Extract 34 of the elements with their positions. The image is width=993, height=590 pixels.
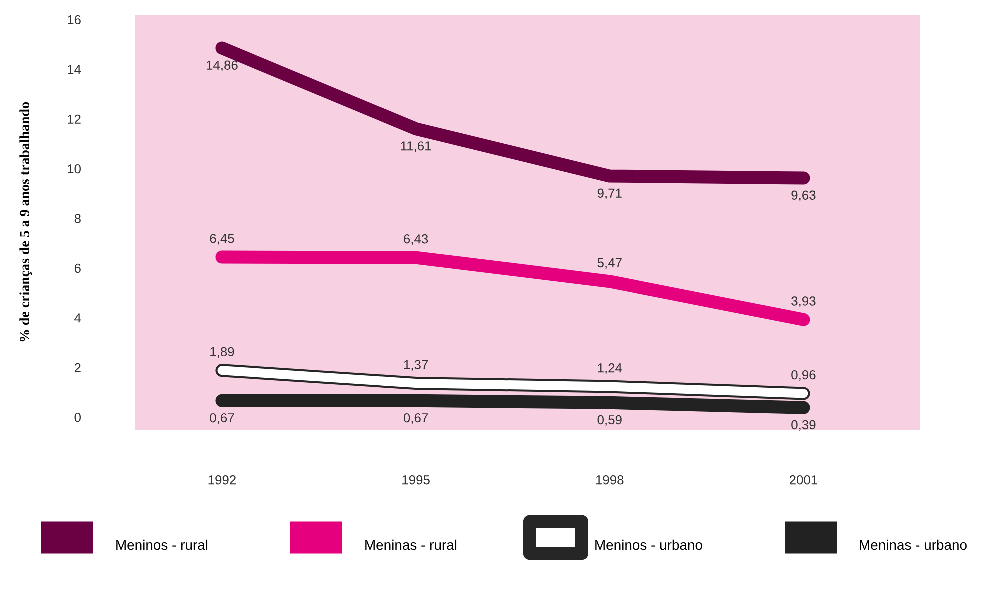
data-label: 1,24 [598, 364, 622, 374]
data-label: 14,86 [207, 60, 238, 72]
y-tick-label: 12 [68, 114, 81, 124]
data-label: 0,96 [792, 370, 816, 382]
data-label: 0,39 [792, 420, 816, 432]
y-tick-label: 2 [74, 363, 81, 372]
data-label: 1,89 [210, 347, 234, 358]
data-label: 9,63 [792, 190, 816, 202]
y-tick-label: 6 [74, 264, 81, 274]
x-tick-label: 1995 [402, 476, 430, 485]
x-tick-label: 1998 [596, 476, 624, 485]
legend-label: Meninos - rural [116, 540, 208, 550]
y-tick-label: 8 [74, 214, 81, 224]
legend-label: Meninas - rural [366, 540, 457, 550]
data-label: 9,71 [598, 188, 622, 200]
legend-label: Meninos - urbano [596, 540, 702, 550]
x-tick-label: 1992 [208, 476, 236, 485]
legend-label: Meninas - urbano [860, 540, 967, 550]
y-tick-label: 10 [68, 164, 81, 174]
y-axis-title: % de crianças de 5 a 9 anos trabalhando [20, 102, 32, 342]
y-tick-label: 4 [74, 314, 82, 323]
data-label: 6,45 [210, 234, 234, 245]
data-label: 5,47 [598, 258, 622, 270]
y-tick-label: 16 [68, 15, 81, 25]
x-tick-label: 2001 [790, 476, 818, 485]
y-tick-label: 0 [74, 412, 81, 422]
data-label: 11,61 [401, 142, 432, 152]
data-label: 0,67 [210, 413, 234, 424]
data-label: 1,37 [404, 360, 428, 372]
y-tick-label: 14 [68, 65, 82, 74]
data-label: 6,43 [404, 234, 428, 246]
data-label: 0,67 [404, 413, 428, 424]
data-label: 0,59 [598, 415, 622, 426]
data-label: 3,93 [792, 296, 816, 308]
